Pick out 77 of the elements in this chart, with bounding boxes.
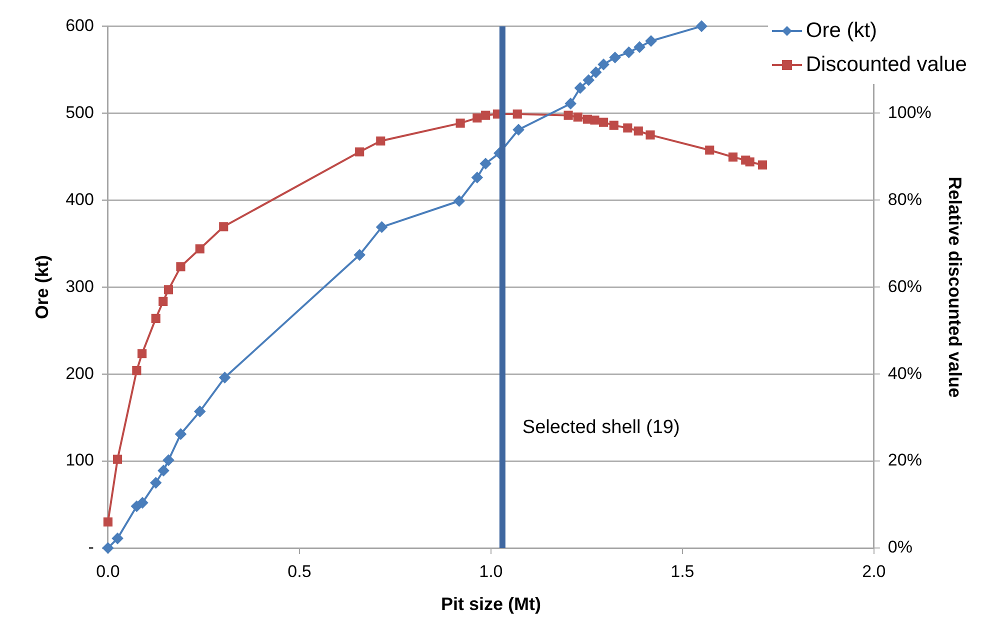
x-tick-label: 0.0 (96, 562, 120, 581)
point (194, 406, 206, 417)
point (513, 124, 524, 136)
point (590, 66, 602, 78)
point (113, 454, 122, 464)
y2-tick-label: 20% (888, 450, 922, 470)
point (151, 314, 160, 323)
x-tick-label: 1.5 (670, 562, 694, 581)
point (564, 110, 573, 120)
y-tick-label: 600 (66, 16, 94, 35)
y2-tick-label: 60% (888, 276, 922, 296)
point (758, 160, 768, 170)
point (219, 222, 228, 232)
y-tick-label: 400 (66, 190, 94, 209)
point (590, 116, 600, 125)
x-tick-label: 0.5 (288, 562, 312, 581)
y-tick-label: - (88, 538, 94, 557)
legend-label: Ore (kt) (806, 19, 878, 43)
point (162, 454, 174, 466)
point (176, 262, 186, 272)
legend-label: Discounted value (806, 53, 967, 77)
point (481, 110, 490, 120)
point (646, 130, 655, 140)
point (609, 120, 618, 130)
point (158, 465, 169, 476)
point (136, 497, 148, 508)
ref-line-label: Selected shell (19) (522, 417, 680, 438)
point (512, 110, 522, 119)
point (164, 285, 174, 294)
point (355, 147, 364, 156)
point (646, 35, 657, 46)
point (598, 58, 610, 70)
point (574, 82, 586, 94)
x-tick-label: 1.0 (479, 562, 503, 581)
point (472, 113, 482, 122)
point (599, 118, 608, 127)
y2-axis-title: Relative discounted value (945, 176, 966, 398)
y2-tick-label: 40% (888, 364, 922, 383)
y2-tick-label: 0% (888, 538, 912, 557)
point (623, 46, 634, 58)
x-tick-label: 2.0 (862, 562, 886, 581)
point (150, 477, 162, 488)
y-axis-title: Ore (kt) (32, 255, 52, 320)
point (132, 366, 142, 376)
point (573, 112, 582, 122)
point (634, 42, 646, 53)
y-tick-label: 300 (66, 276, 94, 296)
point (634, 126, 643, 136)
point (376, 136, 386, 146)
y-tick-label: 200 (66, 364, 94, 383)
point (472, 172, 483, 184)
point (219, 372, 230, 384)
point (745, 157, 754, 166)
y-tick-label: 100 (66, 450, 94, 470)
y-tick-label: 500 (66, 102, 94, 122)
x-axis-title: Pit size (Mt) (440, 594, 541, 614)
point (565, 98, 576, 110)
point (138, 349, 147, 358)
point (480, 158, 492, 170)
point (354, 249, 366, 260)
point (623, 123, 632, 132)
point (102, 542, 114, 554)
y2-tick-label: 100% (888, 102, 932, 122)
point (103, 517, 112, 526)
point (610, 52, 621, 64)
point (583, 74, 594, 86)
point (175, 428, 186, 440)
point (112, 532, 124, 544)
point (158, 296, 168, 306)
point (728, 152, 738, 162)
y2-tick-label: 80% (888, 190, 922, 209)
point (705, 146, 714, 155)
point (376, 222, 388, 233)
point (696, 20, 708, 32)
point (195, 244, 204, 254)
point (456, 118, 465, 128)
point (454, 196, 465, 207)
